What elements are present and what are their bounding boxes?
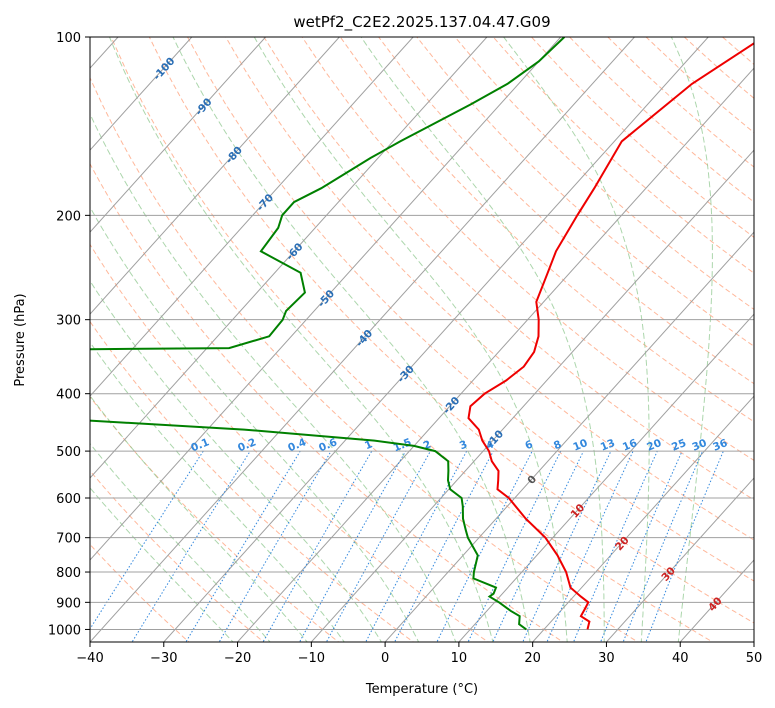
x-tick-label: 50: [746, 651, 763, 666]
x-tick-label: 10: [451, 651, 468, 666]
mixing-ratio-label: 20: [645, 437, 663, 454]
mixing-ratio-line: [546, 450, 634, 642]
mixing-ratio-line: [262, 450, 373, 642]
dry-adiabat-line: [90, 76, 639, 642]
isotherm-line: [532, 395, 754, 642]
isotherm-line: [90, 37, 414, 397]
y-tick-label: 800: [56, 566, 81, 581]
mixing-ratio-line: [600, 450, 683, 642]
y-tick-label: 100: [56, 31, 81, 46]
profiles: [90, 37, 754, 631]
x-tick-label: 20: [524, 651, 541, 666]
mixing-ratio-label: 16: [621, 437, 639, 454]
moist-adiabat-line: [503, 37, 650, 642]
x-tick-label: −30: [150, 651, 177, 666]
mixing-ratio-line: [218, 450, 332, 642]
mixing-ratio-line: [185, 450, 301, 642]
mixing-ratio-label: 10: [571, 437, 589, 454]
isotherm-line: [237, 67, 754, 642]
mixing-ratio-line: [645, 450, 724, 642]
x-tick-label: −10: [298, 651, 325, 666]
x-tick-label: 0: [381, 651, 389, 666]
dry-adiabat-line: [225, 37, 754, 541]
mixing-ratio-line: [622, 450, 704, 642]
mixing-ratio-line: [394, 450, 494, 642]
y-tick-label: 700: [56, 532, 81, 547]
dewpoint-profile-line: [90, 37, 566, 631]
isotherm-line: [310, 149, 754, 642]
mixing-ratio-line: [436, 450, 533, 642]
temperature-profile-line: [467, 42, 754, 630]
moist-adiabat-line: [360, 37, 605, 642]
y-axis-label: Pressure (hPa): [13, 293, 28, 386]
y-tick-label: 900: [56, 596, 81, 611]
mixing-ratio-label: 36: [711, 437, 729, 454]
mixing-ratio-line: [365, 450, 468, 642]
isotherm-line: [90, 37, 562, 561]
y-axis-ticks: 100 200 300 400 500 600 700 800 900 1000: [48, 31, 90, 638]
dry-adiabat-line: [378, 37, 754, 385]
y-tick-label: 300: [56, 314, 81, 329]
mixing-ratio-label: 30: [690, 437, 708, 454]
mixing-ratio-label: 25: [670, 437, 688, 454]
x-tick-label: −40: [76, 651, 103, 666]
moist-adiabat-line: [109, 37, 494, 642]
moist-adiabat-line: [670, 37, 713, 642]
plot-frame: [89, 36, 755, 643]
x-tick-label: 30: [598, 651, 615, 666]
isotherm-line: [90, 37, 193, 151]
y-tick-label: 200: [56, 209, 81, 224]
mixing-ratio-label: 4: [485, 438, 496, 452]
dry-adiabat-line: [416, 37, 754, 347]
isotherm-line: [458, 313, 754, 642]
y-tick-label: 400: [56, 388, 81, 403]
mixing-ratio-label: 6: [523, 438, 534, 452]
dry-adiabat-line: [90, 320, 415, 642]
x-axis-ticks: −40 −30 −20 −10 0 10 20 30 40 50: [76, 642, 762, 666]
isotherm-line: [606, 477, 754, 642]
dry-adiabat-line: [187, 37, 754, 582]
x-tick-label: 40: [672, 651, 689, 666]
isotherm-line: [163, 37, 709, 642]
moist-adiabat-line: [253, 37, 568, 642]
isotherm-line: [90, 37, 635, 642]
x-tick-label: −20: [224, 651, 251, 666]
mixing-ratio-line: [492, 450, 584, 642]
mixing-ratio-line: [131, 450, 251, 642]
isotherm-line: [90, 37, 340, 315]
mixing-ratio-line: [467, 450, 562, 642]
mixing-ratio-label: 3: [458, 438, 469, 452]
isotherm-line: [90, 37, 488, 479]
pressure-gridlines: [90, 37, 754, 630]
mixing-ratio-label: 13: [599, 437, 617, 454]
x-axis-label: Temperature (°C): [365, 682, 478, 697]
chart-title: wetPf2_C2E2.2025.137.04.47.G09: [293, 13, 550, 32]
mixing-ratio-line: [572, 450, 658, 642]
y-tick-label: 1000: [48, 623, 81, 638]
mixing-ratio-label: 1: [363, 438, 374, 452]
mixing-ratio-line: [522, 450, 612, 642]
isotherm-line: [90, 37, 266, 233]
mixing-ratio-label: 8: [552, 438, 563, 452]
isotherm-line: [384, 231, 754, 642]
y-tick-label: 500: [56, 445, 81, 460]
y-tick-label: 600: [56, 492, 81, 507]
dry-adiabat-line: [301, 37, 754, 461]
mixing-ratio-label: 2: [422, 438, 433, 452]
